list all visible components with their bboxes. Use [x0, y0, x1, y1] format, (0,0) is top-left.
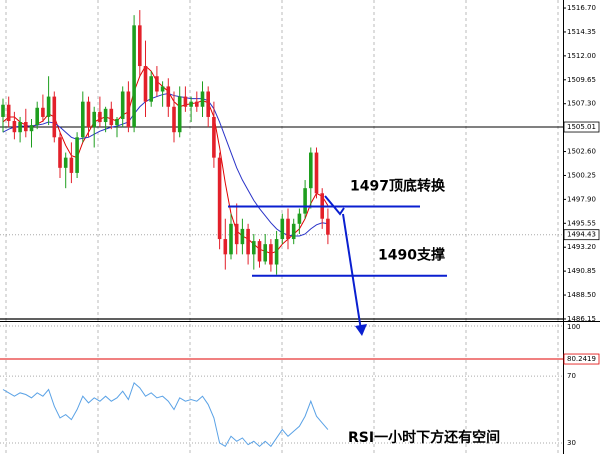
candle-body	[75, 137, 79, 173]
candle-body	[263, 244, 267, 262]
candle-body	[297, 213, 302, 224]
candle-body	[303, 188, 307, 214]
candle-body	[189, 101, 193, 107]
y-tick-label: 1512.00	[567, 52, 596, 60]
candle-body	[109, 108, 114, 126]
candle-body	[115, 118, 119, 126]
candle-body	[223, 239, 228, 255]
candle-body	[160, 86, 165, 92]
rsi-line	[2, 381, 329, 448]
candle-body	[183, 96, 188, 107]
level-label: 1494.43	[567, 231, 596, 239]
candle-body	[149, 76, 153, 102]
candle-body	[195, 101, 199, 107]
candle-body	[155, 76, 159, 92]
candle-body	[69, 157, 74, 173]
y-tick-label: 1497.90	[567, 195, 596, 203]
y-tick-label: 1514.35	[567, 28, 596, 36]
candle-body	[52, 96, 57, 138]
y-tick-label: 1486.15	[567, 315, 596, 323]
candle-body	[18, 122, 22, 133]
candle-body	[309, 152, 313, 189]
y-tick-label: 1516.70	[567, 4, 596, 12]
level-label-box	[563, 229, 600, 241]
y-tick-label: 100	[567, 323, 580, 331]
candle-body	[103, 108, 108, 123]
candle-body	[326, 218, 330, 235]
y-tick-label: 1490.85	[567, 267, 596, 275]
candle-body	[86, 101, 91, 128]
y-tick-label: 1509.65	[567, 76, 596, 84]
candle-body	[143, 66, 148, 102]
candle-body	[63, 157, 68, 168]
candle-body	[257, 241, 262, 262]
candle-body	[120, 91, 125, 119]
annotation-text: 1490支撑	[378, 247, 445, 264]
candle-body	[24, 122, 28, 132]
candle-body	[280, 218, 285, 240]
candle-body	[274, 239, 279, 265]
annotation-text: 1497顶底转换	[350, 178, 446, 195]
rsi-level-label: 80.2419	[567, 355, 596, 363]
candle-body	[92, 111, 96, 128]
candle-body	[132, 25, 136, 128]
plot-layer: 1516.70 1514.35 1512.00 1509.65 1507.30 1502.…	[0, 4, 600, 448]
candle-body	[217, 157, 222, 240]
y-tick-label: 30	[567, 439, 576, 447]
rsi-level-box	[563, 353, 600, 365]
candle-body	[229, 223, 233, 255]
candle-body	[269, 244, 273, 265]
candle-body	[29, 125, 34, 132]
candle-body	[46, 96, 51, 117]
candle-body	[246, 228, 250, 255]
candle-body	[81, 101, 85, 138]
arrow-up	[324, 195, 345, 216]
level-label-box	[563, 121, 600, 133]
candle-body	[41, 107, 45, 117]
arrow-head	[355, 324, 367, 336]
candle-body	[166, 86, 171, 107]
time-grid	[5, 0, 559, 454]
candle-body	[177, 96, 182, 133]
y-tick-label: 70	[567, 372, 576, 380]
y-tick-label: 1488.50	[567, 291, 596, 299]
candle-body	[1, 104, 5, 117]
candle-body	[35, 107, 39, 126]
candle-body	[286, 218, 290, 240]
moving-average	[2, 93, 328, 237]
y-tick-label: 1507.30	[567, 100, 596, 108]
candle-body	[58, 137, 62, 168]
candle-body	[206, 91, 210, 117]
candle-body	[291, 223, 296, 240]
y-tick-label: 1493.20	[567, 243, 596, 251]
arrow-down	[342, 213, 362, 331]
candle-body	[98, 111, 102, 123]
candle-body	[252, 241, 256, 255]
candle-body	[172, 106, 176, 133]
candle-body	[138, 25, 142, 67]
y-tick-label: 1495.55	[567, 219, 596, 227]
candle-body	[314, 152, 319, 194]
candle-body	[240, 228, 245, 245]
candle-body	[126, 91, 131, 128]
y-tick-label: 1502.60	[567, 148, 596, 156]
rsi-annotation: RSI一小时下方还有空间	[348, 429, 500, 446]
candle-body	[234, 223, 239, 245]
candle-body	[12, 121, 17, 133]
candle-body	[6, 104, 11, 122]
y-tick-label: 1500.25	[567, 171, 596, 179]
level-label: 1505.01	[567, 123, 596, 131]
candle-body	[200, 91, 205, 107]
candle-body	[212, 116, 216, 158]
